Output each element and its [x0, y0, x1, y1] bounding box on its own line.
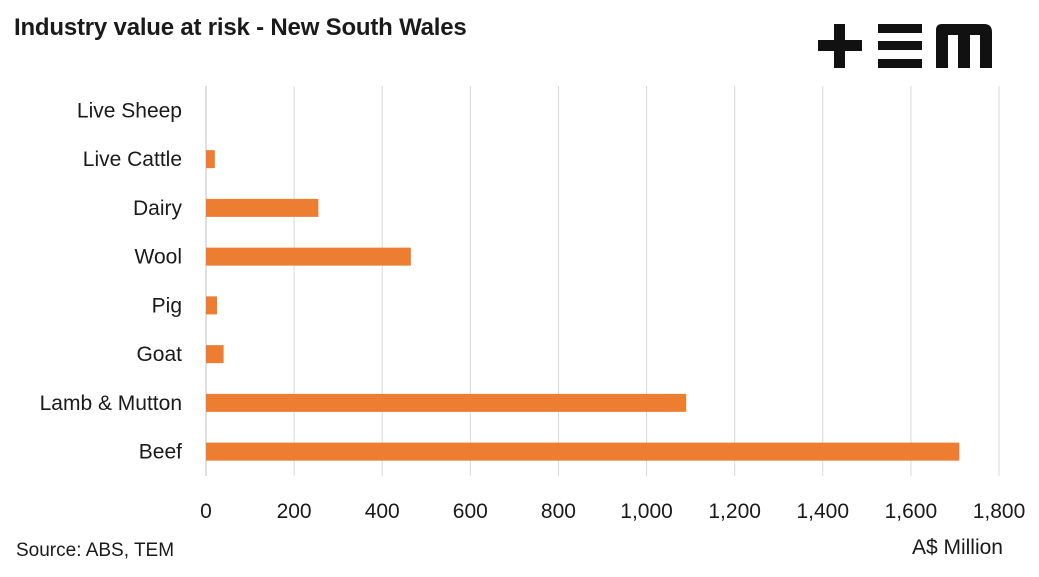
x-tick-label: 1,200 — [708, 500, 761, 523]
grid-lines — [205, 86, 1000, 476]
category-label: Dairy — [133, 197, 183, 220]
category-label: Wool — [135, 246, 182, 269]
category-label: Live Cattle — [83, 148, 182, 171]
tick-labels: 0 200 400 600 800 1,000 1,200 1,400 1,600 1,800 — [200, 500, 1025, 523]
bar — [206, 442, 960, 461]
bar — [206, 150, 215, 169]
category-label: Beef — [139, 441, 182, 464]
x-tick-label: 1,400 — [796, 500, 849, 523]
bar — [206, 247, 411, 266]
bar — [206, 393, 687, 412]
chart-title: Industry value at risk - New South Wales — [14, 14, 467, 41]
category-label: Goat — [136, 343, 182, 366]
x-tick-label: 800 — [541, 500, 576, 523]
category-label: Pig — [152, 294, 182, 317]
bar — [206, 296, 218, 315]
tem-logo-icon — [818, 24, 992, 68]
x-tick-label: 600 — [453, 500, 488, 523]
category-labels: Live Sheep Live Cattle Dairy Wool Pig Goat Lam… — [40, 99, 183, 463]
x-tick-label: 1,600 — [885, 500, 938, 523]
bar — [206, 345, 224, 364]
x-axis-label: A$ Million — [911, 536, 1003, 559]
x-tick-label: 1,000 — [620, 500, 673, 523]
source-note: Source: ABS, TEM — [16, 540, 175, 561]
x-tick-label: 1,800 — [973, 500, 1026, 523]
category-label: Live Sheep — [77, 99, 182, 122]
category-label: Lamb & Mutton — [40, 392, 182, 415]
x-tick-label: 400 — [365, 500, 400, 523]
bar — [206, 198, 319, 217]
bars — [206, 150, 960, 461]
x-tick-label: 200 — [277, 500, 312, 523]
x-tick-label: 0 — [200, 500, 212, 523]
